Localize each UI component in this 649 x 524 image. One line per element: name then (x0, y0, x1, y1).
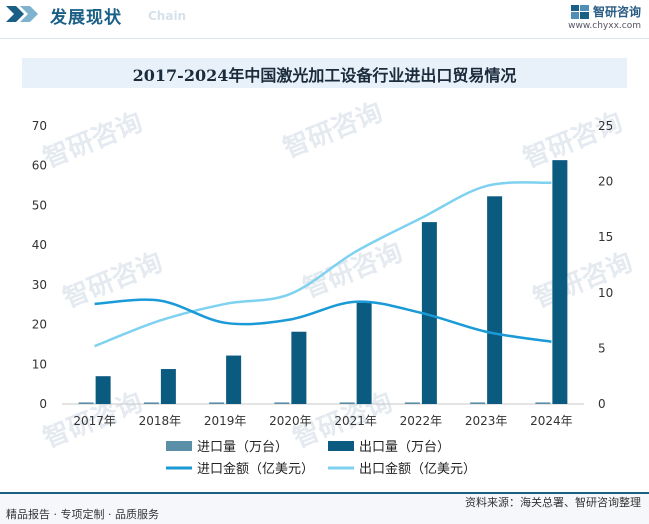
export-volume-bar (552, 160, 568, 404)
x-axis-tick-label: 2017年 (73, 414, 116, 428)
left-axis-tick-label: 20 (32, 318, 47, 332)
brand-block: 智研咨询 www.chyxx.com (568, 3, 641, 31)
import-volume-bar (274, 402, 290, 404)
x-axis-tick-label: 2024年 (530, 414, 573, 428)
left-axis-tick-label: 10 (32, 357, 47, 371)
legend-import-value-label: 进口金额（亿美元） (197, 461, 314, 477)
page-header: 发展现状 Chain 智研咨询 www.chyxx.com (0, 0, 649, 31)
footer-tagline: 精品报告 · 专项定制 · 品质服务 (6, 508, 159, 521)
export-volume-bar (487, 196, 503, 404)
legend-export-volume-swatch (328, 441, 354, 451)
right-axis-tick-label: 15 (598, 230, 613, 244)
x-axis-tick-label: 2022年 (400, 414, 443, 428)
export-value-line (94, 181, 552, 348)
x-axis-tick-label: 2023年 (465, 414, 508, 428)
section-title: 发展现状 (50, 8, 122, 28)
footer-divider (0, 492, 649, 494)
legend-import-volume-swatch (166, 441, 192, 451)
brand-logo-icon (570, 4, 589, 19)
chart-title: 2017-2024年中国激光加工设备行业进出口贸易情况 (132, 66, 517, 85)
page-footer: 精品报告 · 专项定制 · 品质服务 资料来源：海关总署、智研咨询整理 (0, 492, 649, 524)
export-volume-bar (226, 355, 242, 404)
chart: 0 10 20 30 40 50 60 70 0 5 10 15 20 25 2017年 2018年 2019年… (32, 119, 614, 477)
import-volume-bar (470, 402, 486, 404)
left-axis-tick-label: 40 (32, 238, 47, 252)
export-volume-bar (421, 222, 437, 404)
left-axis-tick-label: 0 (39, 397, 47, 411)
import-volume-bar (143, 402, 159, 404)
legend-import-volume-label: 进口量（万台） (197, 440, 288, 455)
import-volume-bar (535, 402, 551, 404)
brand-url: www.chyxx.com (568, 21, 641, 31)
export-volume-bar (291, 331, 307, 404)
right-axis-tick-label: 0 (598, 397, 606, 411)
left-axis-tick-label: 30 (32, 278, 47, 292)
export-volume-bar (160, 369, 176, 404)
right-axis-tick-label: 20 (598, 175, 613, 189)
export-volume-bar (356, 302, 372, 404)
right-axis-tick-label: 10 (598, 286, 613, 300)
left-axis-tick-label: 70 (32, 119, 47, 133)
right-axis-tick-label: 5 (598, 341, 606, 355)
brand-name: 智研咨询 (592, 5, 641, 19)
legend-export-volume-label: 出口量（万台） (359, 440, 450, 455)
import-volume-bar (209, 402, 225, 404)
x-axis-tick-label: 2019年 (204, 414, 247, 428)
chart-title-box: 2017-2024年中国激光加工设备行业进出口贸易情况 (22, 58, 627, 88)
x-axis-tick-label: 2018年 (139, 414, 182, 428)
footer-source: 资料来源：海关总署、智研咨询整理 (465, 496, 641, 509)
import-volume-bar (339, 402, 355, 404)
import-value-line (94, 298, 552, 343)
x-axis-tick-label: 2021年 (334, 414, 377, 428)
section-ghost-text: Chain (148, 9, 187, 23)
export-volume-bar (95, 376, 111, 404)
left-axis-tick-label: 60 (32, 159, 47, 173)
import-volume-bar (404, 402, 420, 404)
left-axis-tick-label: 50 (32, 198, 47, 212)
x-axis-tick-label: 2020年 (269, 414, 312, 428)
chevron-arrows-icon (6, 6, 38, 22)
right-axis-tick-label: 25 (598, 119, 613, 133)
import-volume-bar (78, 402, 94, 404)
legend-export-value-label: 出口金额（亿美元） (359, 461, 476, 477)
header-divider (0, 38, 649, 39)
